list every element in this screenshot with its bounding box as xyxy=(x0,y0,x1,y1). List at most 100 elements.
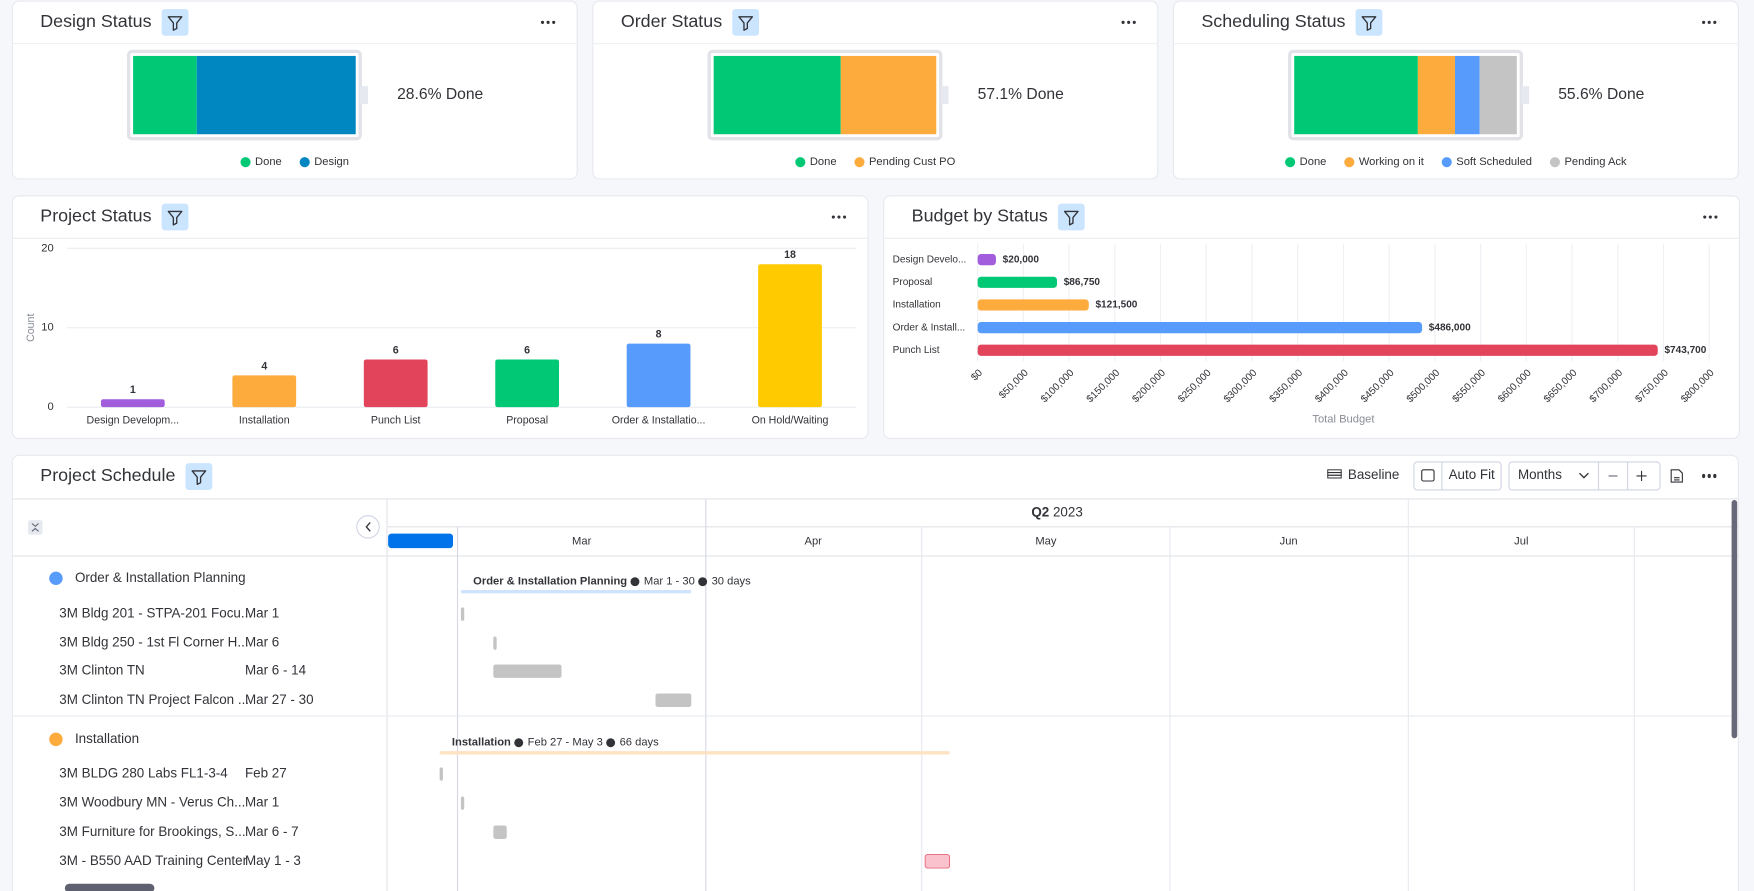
toolbar-label: Months xyxy=(1518,467,1562,482)
auto-fit-button[interactable]: Auto Fit xyxy=(1413,461,1502,491)
collapse-all-button[interactable] xyxy=(27,520,43,535)
x-tick-label: Order & Installatio... xyxy=(612,414,706,426)
group-span-range: Feb 27 - May 3 xyxy=(528,737,603,749)
month-label: Jun xyxy=(1280,535,1298,547)
zoom-in-icon xyxy=(1636,470,1647,481)
more-dot xyxy=(1703,215,1707,219)
y-tick-label: Proposal xyxy=(893,277,933,288)
group-span-name: Order & Installation Planning xyxy=(473,576,627,588)
export-button[interactable] xyxy=(1670,469,1683,483)
gantt-bar xyxy=(493,825,507,839)
quarter-label: Q2 2023 xyxy=(1031,504,1082,519)
collapse-pane-button[interactable] xyxy=(356,515,380,539)
filter-button[interactable] xyxy=(1057,203,1085,231)
legend-swatch xyxy=(1344,157,1355,168)
more-button[interactable] xyxy=(1702,473,1717,477)
filter-icon xyxy=(1063,210,1079,226)
item-dates: Mar 27 - 30 xyxy=(245,692,314,707)
more-dot xyxy=(1132,20,1136,24)
battery-summary: 55.6% Done xyxy=(1558,86,1644,103)
collapse-icon-bg xyxy=(27,520,43,535)
filter-button[interactable] xyxy=(161,8,189,36)
legend-label: Pending Ack xyxy=(1564,156,1627,168)
battery-segment xyxy=(840,55,937,135)
separator-dot xyxy=(514,738,524,748)
gantt-bar xyxy=(388,533,454,549)
x-tick-label: On Hold/Waiting xyxy=(752,414,829,426)
bar-value-label: $743,700 xyxy=(1664,345,1706,356)
more-dot xyxy=(1702,20,1706,24)
more-button[interactable] xyxy=(540,20,556,24)
item-name: 3M BLDG 280 Labs FL1-3-4 xyxy=(59,766,228,781)
more-dot xyxy=(842,215,847,219)
item-name: 3M Furniture for Brookings, S... xyxy=(59,824,245,839)
group-dot xyxy=(49,732,63,747)
legend-label: Pending Cust PO xyxy=(869,156,956,168)
chevron-icon xyxy=(1578,472,1589,479)
toolbar-box xyxy=(1413,461,1502,491)
toolbar-label: Baseline xyxy=(1348,467,1399,482)
more-button[interactable] xyxy=(1121,20,1136,24)
filter-icon xyxy=(167,16,183,31)
battery-summary: 57.1% Done xyxy=(978,86,1064,103)
filter-button[interactable] xyxy=(161,203,189,231)
y-axis-label: Count xyxy=(25,314,37,342)
legend-item: Done xyxy=(240,156,282,168)
more-button[interactable] xyxy=(831,215,847,219)
month-label: May xyxy=(1035,535,1057,547)
battery-segment xyxy=(196,55,356,135)
filter-button[interactable] xyxy=(185,463,213,490)
x-axis-label: Total Budget xyxy=(1312,413,1375,425)
group-span xyxy=(439,751,950,755)
y-tick-label: 0 xyxy=(47,401,53,413)
content: Design Status 28.6% Done Done Design Order S… xyxy=(11,0,1740,891)
item-name: 3M - B550 AAD Training Center xyxy=(59,853,247,868)
legend-swatch xyxy=(795,157,806,168)
group-span xyxy=(460,590,692,594)
filter-button[interactable] xyxy=(1355,8,1383,36)
item-dates: Feb 27 xyxy=(245,766,287,781)
year: 2023 xyxy=(1053,504,1083,519)
battery-summary: 28.6% Done xyxy=(397,86,483,103)
legend-label: Soft Scheduled xyxy=(1456,156,1532,168)
y-tick-label: 20 xyxy=(41,242,53,254)
group-span-name: Installation xyxy=(452,737,511,749)
more-button[interactable] xyxy=(1702,20,1717,24)
widget-title: Project Status xyxy=(40,206,151,226)
legend-label: Done xyxy=(810,156,837,168)
filter-button[interactable] xyxy=(732,8,760,36)
widget-card xyxy=(883,195,1740,440)
group-span-duration: 66 days xyxy=(620,737,660,749)
month-label: Mar xyxy=(572,535,592,547)
legend-item: Working on it xyxy=(1344,156,1425,168)
bar-value-label: $486,000 xyxy=(1429,322,1471,333)
x-tick-label: Punch List xyxy=(371,414,421,426)
bar-value-label: $20,000 xyxy=(1003,254,1040,265)
more-dot xyxy=(831,215,835,219)
vertical-scrollbar xyxy=(1731,500,1738,739)
gantt-bar xyxy=(493,636,497,650)
baseline-button[interactable]: Baseline xyxy=(1327,467,1400,482)
filter-icon xyxy=(191,470,207,486)
item-dates: Mar 1 xyxy=(245,606,279,621)
bar xyxy=(626,343,691,408)
bar-value-label: 4 xyxy=(261,360,267,372)
more-dot xyxy=(1127,20,1131,24)
gantt-bar xyxy=(924,854,951,869)
collapse-pane-icon xyxy=(365,521,371,532)
view-dropdown[interactable]: Months xyxy=(1508,461,1661,491)
legend-item: Soft Scheduled xyxy=(1441,156,1532,168)
bar-value-label: 6 xyxy=(524,344,530,356)
export-icon xyxy=(1670,469,1683,483)
legend-swatch xyxy=(854,157,865,168)
legend-label: Design xyxy=(314,156,349,168)
legend-swatch xyxy=(1549,157,1561,168)
bar-value-label: 6 xyxy=(393,344,399,356)
legend-label: Done xyxy=(1300,156,1327,168)
legend-item: Done xyxy=(1285,156,1326,168)
more-button[interactable] xyxy=(1703,215,1718,219)
legend-item: Pending Cust PO xyxy=(854,156,956,168)
group-span-duration: 30 days xyxy=(712,576,752,588)
